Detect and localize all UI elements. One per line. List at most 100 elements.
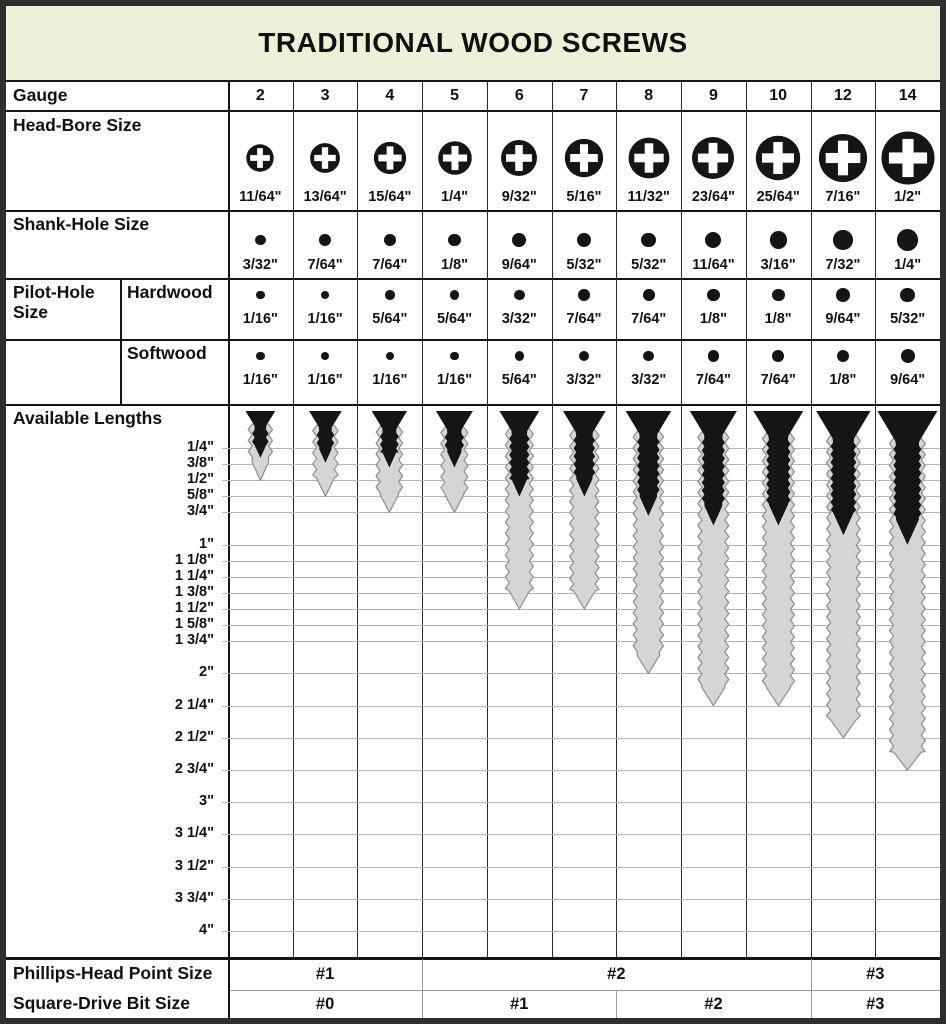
pilot-hardwood-dot (385, 290, 395, 300)
span-divider-line (616, 991, 618, 1018)
pilot-hardwood-value: 9/64" (825, 311, 861, 327)
length-gridline (222, 931, 940, 932)
row-label-phillips-point: Phillips-Head Point Size (13, 962, 213, 983)
pilot-softwood-dot (578, 350, 590, 362)
screw-illustration (245, 411, 276, 481)
length-tick-label: 1/2" (186, 471, 214, 488)
pilot-hardwood-value: 1/16" (242, 311, 278, 327)
column-gridline (616, 82, 618, 957)
head-bore-value: 15/64" (368, 189, 412, 205)
length-tick-label: 1 1/8" (174, 551, 214, 568)
pilot-hardwood-value: 7/64" (631, 311, 667, 327)
column-gridline (810, 82, 812, 957)
row-label-pilot-hole: Pilot-Hole Size (13, 282, 95, 322)
length-tick-label: 1 3/8" (174, 583, 214, 600)
span-divider-line (810, 991, 812, 1018)
shank-hole-dot (383, 234, 396, 246)
pilot-softwood-value: 7/64" (695, 372, 731, 388)
length-gridline (222, 609, 940, 610)
gauge-value: 6 (514, 87, 524, 104)
row-separator-line (6, 278, 940, 280)
shank-hole-value: 1/4" (894, 257, 922, 273)
shank-hole-value: 11/64" (692, 257, 735, 273)
pilot-hardwood-value: 3/32" (501, 311, 537, 327)
shank-hole-dot (512, 233, 527, 247)
column-gridline (681, 82, 683, 957)
gauge-value: 7 (579, 87, 589, 104)
head-bore-value: 11/32" (627, 189, 670, 205)
screw-illustration (372, 411, 408, 514)
screw-illustration (753, 411, 804, 707)
pilot-hardwood-value: 7/64" (566, 311, 602, 327)
head-bore-value: 7/16" (825, 189, 861, 205)
length-tick-label: 1 5/8" (174, 616, 214, 633)
shank-hole-dot (769, 231, 787, 249)
pilot-hardwood-value: 1/16" (307, 311, 343, 327)
square-drive-size-value: #1 (510, 995, 529, 1013)
shank-hole-dot (319, 234, 331, 246)
pilot-softwood-value: 1/16" (436, 372, 473, 388)
pilot-hardwood-dot (642, 289, 655, 301)
screw-illustration (562, 411, 606, 610)
length-tick-label: 3 1/2" (174, 857, 214, 874)
length-gridline (222, 802, 940, 804)
pilot-hardwood-dot (513, 289, 525, 301)
row-separator-line (6, 110, 940, 112)
phillips-size-value: #1 (315, 965, 335, 983)
shank-hole-value: 3/16" (760, 257, 796, 273)
screw-illustration (625, 411, 672, 674)
column-gridline (292, 82, 294, 957)
pilot-hardwood-value: 5/32" (890, 311, 926, 327)
pilot-softwood-dot (450, 351, 459, 361)
pilot-softwood-dot (320, 351, 330, 361)
phillips-size-value: #2 (607, 965, 626, 983)
phillips-head-bore-icon (501, 140, 538, 176)
shank-hole-value: 7/32" (825, 257, 861, 273)
pilot-softwood-dot (643, 350, 654, 362)
shank-hole-value: 3/32" (242, 257, 278, 273)
row-separator-line (228, 990, 940, 991)
gauge-value: 10 (769, 87, 788, 104)
head-bore-value: 23/64" (691, 189, 736, 205)
title-band: TRADITIONAL WOOD SCREWS (6, 6, 940, 82)
length-gridline (222, 673, 940, 675)
shank-hole-dot (833, 230, 853, 250)
pilot-hardwood-dot (900, 287, 916, 303)
length-tick-label: 3 1/4" (174, 825, 214, 842)
pilot-hardwood-dot (256, 290, 265, 300)
row-separator-line (6, 957, 940, 960)
gauge-value: 5 (450, 87, 459, 104)
shank-hole-dot (641, 232, 657, 248)
head-bore-value: 1/2" (894, 189, 922, 205)
length-gridline (222, 625, 940, 627)
length-tick-label: 3/4" (186, 503, 214, 520)
length-gridline (222, 705, 940, 707)
square-drive-size-value: #3 (866, 995, 885, 1013)
length-gridline (222, 770, 940, 771)
length-tick-label: 2 3/4" (174, 761, 214, 777)
column-gridline (551, 82, 553, 957)
length-gridline (222, 834, 940, 836)
length-gridline (222, 898, 940, 900)
pilot-softwood-value: 1/8" (829, 372, 857, 388)
length-tick-label: 1 3/4" (174, 632, 214, 649)
pilot-hardwood-value: 5/64" (372, 311, 408, 327)
pilot-softwood-value: 7/64" (760, 372, 796, 388)
page-title: TRADITIONAL WOOD SCREWS (258, 27, 688, 58)
screw-illustration (436, 411, 474, 514)
pilot-subcolumn-line (120, 278, 122, 404)
pilot-hardwood-dot (835, 288, 850, 302)
length-tick-label: 3/8" (186, 455, 214, 472)
length-tick-label: 4" (199, 922, 214, 938)
head-bore-value: 25/64" (756, 189, 800, 205)
pilot-softwood-dot (900, 349, 915, 363)
pilot-softwood-dot (707, 350, 720, 362)
pilot-softwood-value: 1/16" (307, 372, 343, 388)
row-label-hardwood: Hardwood (127, 282, 213, 302)
head-bore-value: 11/64" (239, 189, 282, 205)
pilot-softwood-value: 5/64" (501, 372, 537, 388)
phillips-head-bore-icon (628, 137, 670, 179)
pilot-hardwood-dot (449, 290, 460, 300)
gauge-value: 9 (708, 87, 718, 104)
